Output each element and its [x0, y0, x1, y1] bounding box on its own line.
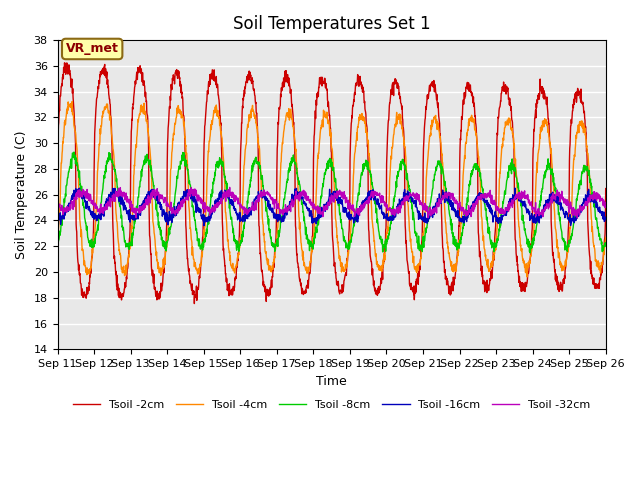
Line: Tsoil -2cm: Tsoil -2cm — [58, 63, 605, 303]
Tsoil -4cm — [278, 151, 285, 156]
Tsoil -8cm — [54, 239, 61, 245]
Tsoil -2cm — [281, 78, 289, 84]
Tsoil -8cm — [526, 250, 534, 256]
Tsoil -2cm — [602, 186, 609, 192]
Y-axis label: Soil Temperature (C): Soil Temperature (C) — [15, 131, 28, 259]
Tsoil -4cm — [68, 99, 76, 105]
Tsoil -16cm — [85, 207, 93, 213]
Text: VR_met: VR_met — [66, 42, 118, 56]
Tsoil -2cm — [54, 173, 61, 179]
Tsoil -2cm — [259, 283, 267, 288]
Tsoil -32cm — [602, 204, 609, 210]
Tsoil -4cm — [524, 274, 531, 280]
Title: Soil Temperatures Set 1: Soil Temperatures Set 1 — [233, 15, 431, 33]
Line: Tsoil -16cm: Tsoil -16cm — [58, 188, 605, 226]
Tsoil -8cm — [171, 194, 179, 200]
Tsoil -32cm — [278, 207, 285, 213]
Line: Tsoil -32cm: Tsoil -32cm — [58, 187, 605, 218]
Tsoil -16cm — [200, 223, 208, 228]
Tsoil -4cm — [54, 235, 61, 240]
Tsoil -2cm — [61, 60, 68, 66]
Tsoil -16cm — [511, 185, 519, 191]
Tsoil -4cm — [428, 117, 436, 123]
Tsoil -8cm — [85, 238, 93, 244]
Line: Tsoil -8cm: Tsoil -8cm — [58, 152, 605, 253]
Tsoil -8cm — [428, 190, 436, 195]
Tsoil -32cm — [573, 215, 581, 221]
Tsoil -32cm — [85, 194, 93, 200]
Tsoil -16cm — [428, 212, 436, 217]
Tsoil -4cm — [85, 270, 93, 276]
Tsoil -8cm — [280, 196, 288, 202]
Line: Tsoil -4cm: Tsoil -4cm — [58, 102, 605, 277]
Tsoil -4cm — [280, 126, 288, 132]
Tsoil -2cm — [191, 300, 198, 306]
Tsoil -8cm — [70, 149, 78, 155]
Tsoil -8cm — [259, 183, 267, 189]
Tsoil -32cm — [259, 192, 267, 198]
Tsoil -2cm — [278, 88, 285, 94]
Tsoil -16cm — [171, 204, 179, 209]
Tsoil -32cm — [428, 211, 436, 217]
Tsoil -32cm — [54, 202, 61, 207]
Tsoil -32cm — [226, 184, 234, 190]
Tsoil -8cm — [602, 240, 609, 246]
Tsoil -4cm — [171, 120, 179, 126]
Tsoil -2cm — [171, 75, 179, 81]
Tsoil -16cm — [259, 194, 267, 200]
Tsoil -4cm — [259, 221, 267, 227]
Tsoil -2cm — [85, 280, 93, 286]
Tsoil -4cm — [602, 235, 609, 240]
Tsoil -8cm — [278, 216, 285, 221]
Tsoil -16cm — [278, 219, 285, 225]
X-axis label: Time: Time — [316, 374, 347, 387]
Tsoil -16cm — [280, 210, 288, 216]
Legend: Tsoil -2cm, Tsoil -4cm, Tsoil -8cm, Tsoil -16cm, Tsoil -32cm: Tsoil -2cm, Tsoil -4cm, Tsoil -8cm, Tsoi… — [68, 395, 595, 414]
Tsoil -2cm — [428, 79, 436, 85]
Tsoil -16cm — [602, 214, 609, 220]
Tsoil -32cm — [171, 208, 179, 214]
Tsoil -16cm — [54, 211, 61, 217]
Tsoil -32cm — [280, 210, 288, 216]
